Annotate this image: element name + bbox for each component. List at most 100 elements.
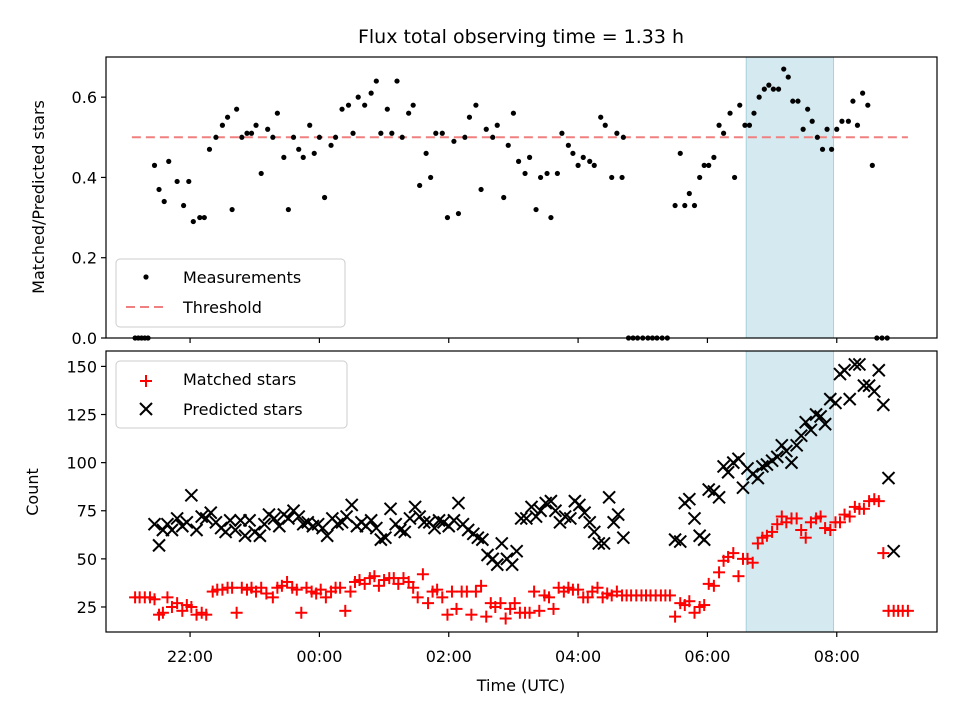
legend-predicted-label: Predicted stars	[183, 400, 303, 419]
measurement-point	[537, 174, 544, 181]
predicted-star-point	[242, 513, 257, 528]
measurement-point	[201, 214, 207, 221]
measurement-point	[490, 134, 496, 140]
matched-star-point	[790, 512, 803, 525]
measurement-point	[697, 174, 703, 181]
measurement-point	[706, 162, 712, 168]
measurement-point	[321, 194, 328, 201]
matched-star-point	[819, 522, 832, 535]
measurement-point	[339, 106, 345, 112]
predicted-star-point	[447, 513, 461, 528]
bottom-axes-frame	[105, 350, 938, 633]
measurement-point	[620, 134, 626, 140]
predicted-star-point	[471, 530, 485, 545]
matched-star-point	[698, 599, 711, 612]
measurement-point	[809, 118, 815, 124]
predicted-star-point	[842, 392, 857, 406]
measurement-point	[716, 122, 722, 128]
measurement-point	[332, 134, 339, 140]
predicted-star-point	[867, 384, 881, 399]
predicted-star-point	[147, 517, 162, 531]
measurement-point	[570, 150, 576, 156]
measurement-point	[834, 126, 840, 132]
top-legend-box	[115, 258, 346, 328]
matched-star-point	[707, 579, 720, 592]
y-tick-label: 0.4	[72, 168, 97, 187]
matched-star-point	[480, 610, 493, 623]
predicted-star-point	[794, 428, 808, 443]
matched-star-point	[368, 570, 381, 583]
predicted-star-point	[427, 521, 442, 535]
measurement-point	[860, 90, 866, 96]
predicted-star-point	[383, 502, 398, 516]
y-tick-label: 75	[77, 502, 97, 521]
measurement-point	[737, 102, 743, 108]
measurement-point	[368, 90, 374, 96]
predicted-star-point	[238, 529, 252, 543]
matched-star-point	[901, 604, 914, 617]
predicted-star-point	[697, 532, 711, 547]
matched-star-point	[148, 593, 161, 606]
top-y-axis-label: Matched/Predicted stars	[29, 100, 48, 294]
matched-star-point	[713, 566, 726, 579]
measurement-point	[466, 114, 473, 120]
predicted-star-point	[606, 515, 621, 530]
matched-star-point	[702, 577, 715, 590]
measurement-point	[731, 174, 738, 181]
y-tick-label: 100	[66, 454, 97, 473]
measurement-point	[219, 122, 226, 128]
measurement-point	[190, 218, 196, 225]
matched-star-point	[663, 589, 676, 602]
matched-star-point	[799, 531, 812, 544]
matched-star-point	[843, 510, 856, 523]
matched-star-point	[441, 608, 454, 621]
legend-predicted-marker	[139, 402, 153, 416]
measurement-point	[166, 158, 172, 164]
x-tick-label: 02:00	[426, 647, 472, 666]
matched-star-point	[392, 577, 405, 590]
matched-star-point	[465, 608, 478, 621]
measurement-point	[686, 190, 692, 197]
predicted-star-point	[587, 525, 601, 539]
matched-star-point	[494, 597, 507, 610]
legend-matched-marker	[140, 375, 152, 387]
predicted-star-point	[852, 357, 867, 372]
measurement-point	[766, 82, 772, 88]
measurement-point	[350, 130, 356, 136]
measurement-point	[181, 202, 187, 209]
predicted-star-point	[857, 378, 871, 393]
measurement-point	[213, 134, 219, 140]
measurement-point	[682, 202, 688, 209]
predicted-star-point	[563, 511, 578, 526]
top-axes-frame	[105, 56, 938, 339]
predicted-star-point	[784, 455, 799, 470]
measurement-point	[761, 86, 767, 92]
predicted-stars-points	[147, 357, 901, 572]
matched-star-point	[814, 510, 827, 523]
measurement-point	[285, 206, 291, 213]
measurement-point	[156, 186, 162, 193]
measurement-point	[691, 202, 698, 209]
bottom-highlight-span	[745, 350, 835, 633]
measurement-point	[742, 122, 748, 128]
matched-star-point	[877, 547, 890, 560]
measurement-point	[378, 130, 384, 136]
matched-star-point	[732, 570, 745, 583]
x-tick-label: 08:00	[814, 647, 860, 666]
measurement-point	[373, 78, 379, 84]
measurement-point	[258, 170, 264, 177]
measurement-point	[384, 106, 390, 112]
measurement-point	[751, 110, 757, 116]
predicted-star-point	[751, 471, 765, 485]
top-y-ticks: 0.0 0.2 0.4 0.6	[72, 88, 106, 348]
measurement-point	[483, 126, 489, 132]
matched-star-point	[508, 597, 521, 610]
predicted-star-point	[184, 488, 199, 503]
measurement-point	[711, 154, 717, 160]
matched-star-point	[230, 606, 243, 619]
predicted-star-point	[408, 500, 422, 514]
measurement-point	[444, 214, 451, 221]
predicted-star-point	[799, 415, 813, 429]
measurement-point	[174, 178, 180, 185]
y-tick-label: 50	[77, 550, 97, 569]
